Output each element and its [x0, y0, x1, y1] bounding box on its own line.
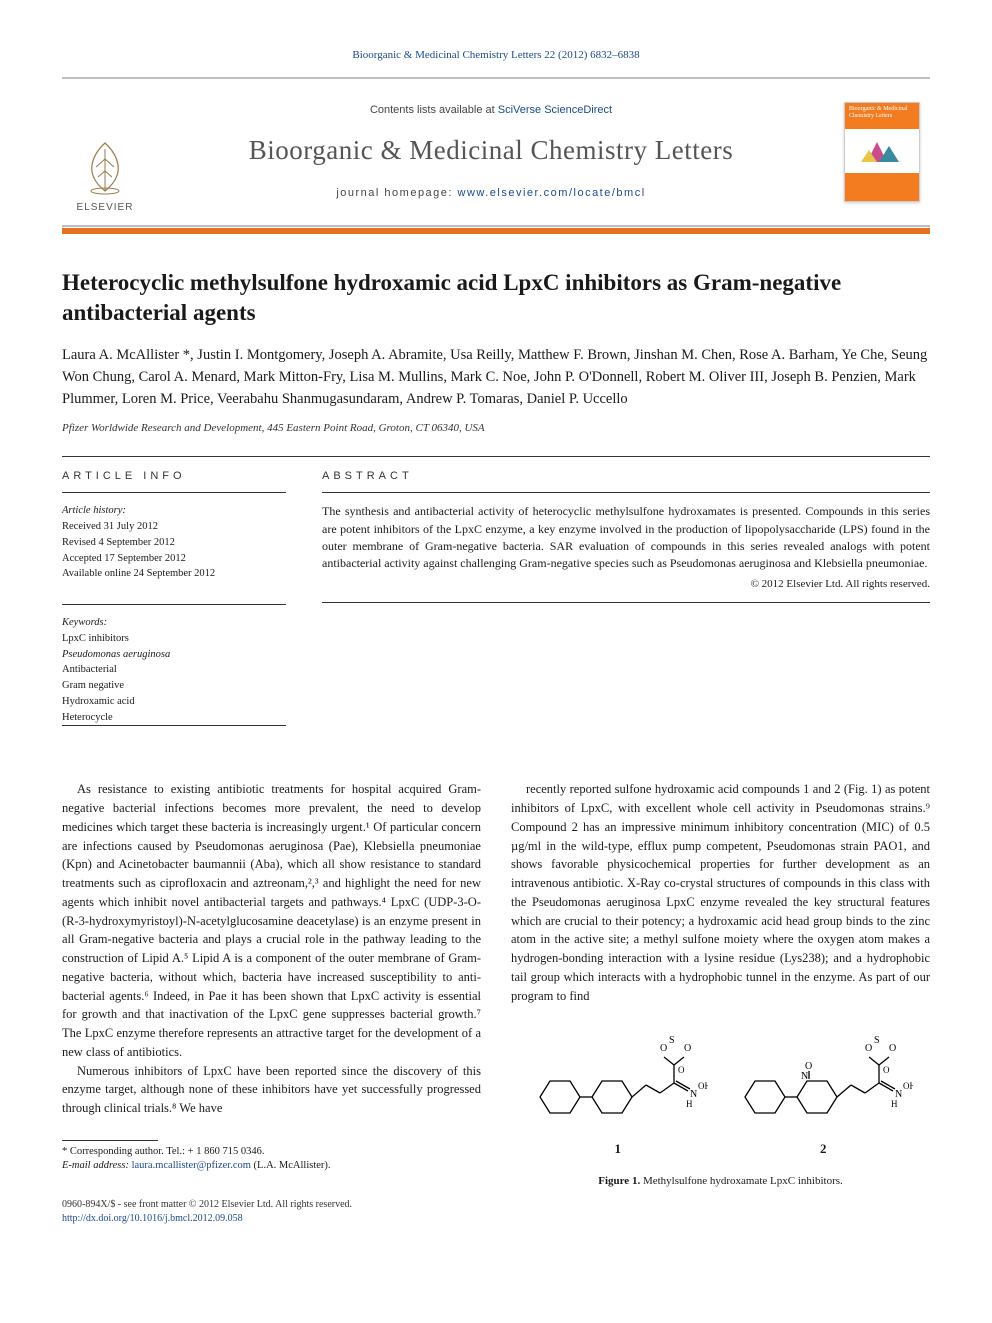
body-left-column: As resistance to existing antibiotic tre…	[62, 780, 481, 1226]
front-matter-text: 0960-894X/$ - see front matter © 2012 El…	[62, 1199, 352, 1210]
keyword: Pseudomonas aeruginosa	[62, 649, 170, 660]
journal-name: Bioorganic & Medicinal Chemistry Letters	[148, 132, 834, 170]
svg-text:O: O	[865, 1043, 872, 1054]
svg-text:O: O	[660, 1043, 667, 1054]
svg-text:O: O	[883, 1065, 890, 1075]
email-label: E-mail address:	[62, 1160, 132, 1171]
abstract-copyright: © 2012 Elsevier Ltd. All rights reserved…	[322, 577, 930, 592]
cover-title-text: Bioorganic & Medicinal Chemistry Letters	[845, 103, 919, 129]
keywords-block: Keywords: LpxC inhibitors Pseudomonas ae…	[62, 615, 286, 725]
publisher-name: ELSEVIER	[77, 201, 134, 215]
page: Bioorganic & Medicinal Chemistry Letters…	[0, 0, 992, 1266]
publisher-logo-block: ELSEVIER	[62, 79, 148, 225]
keyword: Antibacterial	[62, 664, 117, 675]
body-right-column: recently reported sulfone hydroxamic aci…	[511, 780, 930, 1226]
footnote-rule	[62, 1140, 158, 1141]
body-text: As resistance to existing antibiotic tre…	[62, 780, 930, 1226]
abstract-rule-2	[322, 602, 930, 603]
keyword: Hydroxamic acid	[62, 696, 135, 707]
molecule-structure-icon: O O S N OH H O	[528, 1021, 708, 1131]
info-rule-3	[62, 725, 286, 726]
elsevier-tree-icon	[76, 139, 134, 197]
abstract-column: ABSTRACT The synthesis and antibacterial…	[300, 457, 930, 748]
abstract-heading: ABSTRACT	[322, 469, 930, 484]
abstract-text: The synthesis and antibacterial activity…	[322, 503, 930, 573]
figure-1: O O S N OH H O 1	[511, 1015, 930, 1189]
contents-prefix: Contents lists available at	[370, 104, 498, 116]
svg-text:OH: OH	[698, 1081, 708, 1091]
svg-text:O: O	[678, 1065, 685, 1075]
contents-available-line: Contents lists available at SciVerse Sci…	[148, 103, 834, 118]
svg-text:S: S	[874, 1035, 880, 1046]
article-title: Heterocyclic methylsulfone hydroxamic ac…	[62, 268, 930, 327]
keyword: Heterocycle	[62, 712, 113, 723]
footnotes: * Corresponding author. Tel.: + 1 860 71…	[62, 1145, 481, 1174]
journal-cover-icon: Bioorganic & Medicinal Chemistry Letters	[844, 102, 920, 202]
keyword: Gram negative	[62, 680, 124, 691]
history-label: Article history:	[62, 505, 126, 516]
molecule-structure-icon: N O O O S N OH H O	[733, 1021, 913, 1131]
svg-text:N: N	[801, 1071, 808, 1082]
molecule-2: N O O O S N OH H O 2	[733, 1021, 913, 1158]
history-accepted: Accepted 17 September 2012	[62, 553, 186, 564]
email-line: E-mail address: laura.mcallister@pfizer.…	[62, 1159, 481, 1174]
orange-divider	[62, 228, 930, 234]
history-revised: Revised 4 September 2012	[62, 537, 175, 548]
history-online: Available online 24 September 2012	[62, 568, 215, 579]
molecule-row: O O S N OH H O 1	[511, 1015, 930, 1164]
doi-link[interactable]: http://dx.doi.org/10.1016/j.bmcl.2012.09…	[62, 1213, 243, 1224]
svg-text:H: H	[686, 1099, 693, 1109]
molecule-label: 2	[733, 1139, 913, 1159]
figure-caption-text: Methylsulfone hydroxamate LpxC inhibitor…	[640, 1175, 843, 1187]
header-center: Contents lists available at SciVerse Sci…	[148, 79, 834, 225]
keyword: LpxC inhibitors	[62, 633, 129, 644]
body-paragraph: recently reported sulfone hydroxamic aci…	[511, 780, 930, 1005]
author-list: Laura A. McAllister *, Justin I. Montgom…	[62, 345, 930, 410]
article-info-column: ARTICLE INFO Article history: Received 3…	[62, 457, 300, 748]
svg-text:O: O	[889, 1043, 896, 1054]
svg-text:O: O	[684, 1043, 691, 1054]
info-rule-2	[62, 604, 286, 605]
article-history: Article history: Received 31 July 2012 R…	[62, 503, 286, 582]
svg-text:O: O	[805, 1061, 812, 1072]
figure-caption-label: Figure 1.	[598, 1175, 640, 1187]
svg-text:OH: OH	[903, 1081, 913, 1091]
cover-thumbnail-block: Bioorganic & Medicinal Chemistry Letters	[834, 79, 930, 225]
abstract-rule	[322, 492, 930, 493]
email-suffix: (L.A. McAllister).	[251, 1160, 331, 1171]
svg-text:H: H	[891, 1099, 898, 1109]
svg-text:S: S	[669, 1035, 675, 1046]
molecule-label: 1	[528, 1139, 708, 1159]
front-matter: 0960-894X/$ - see front matter © 2012 El…	[62, 1198, 481, 1226]
affiliation: Pfizer Worldwide Research and Developmen…	[62, 421, 930, 436]
body-paragraph: As resistance to existing antibiotic tre…	[62, 780, 481, 1061]
sciencedirect-link[interactable]: SciVerse ScienceDirect	[498, 104, 612, 116]
info-abstract-row: ARTICLE INFO Article history: Received 3…	[62, 456, 930, 748]
journal-reference: Bioorganic & Medicinal Chemistry Letters…	[62, 48, 930, 63]
molecule-1: O O S N OH H O 1	[528, 1021, 708, 1158]
homepage-link[interactable]: www.elsevier.com/locate/bmcl	[458, 187, 646, 199]
homepage-prefix: journal homepage:	[336, 187, 457, 199]
keywords-label: Keywords:	[62, 617, 107, 628]
history-received: Received 31 July 2012	[62, 521, 158, 532]
body-paragraph: Numerous inhibitors of LpxC have been re…	[62, 1062, 481, 1118]
corresponding-author: * Corresponding author. Tel.: + 1 860 71…	[62, 1145, 481, 1160]
journal-homepage-line: journal homepage: www.elsevier.com/locat…	[148, 186, 834, 201]
figure-caption: Figure 1. Methylsulfone hydroxamate LpxC…	[511, 1173, 930, 1190]
info-rule	[62, 492, 286, 493]
article-info-heading: ARTICLE INFO	[62, 469, 286, 484]
journal-header: ELSEVIER Contents lists available at Sci…	[62, 77, 930, 227]
email-link[interactable]: laura.mcallister@pfizer.com	[132, 1160, 251, 1171]
